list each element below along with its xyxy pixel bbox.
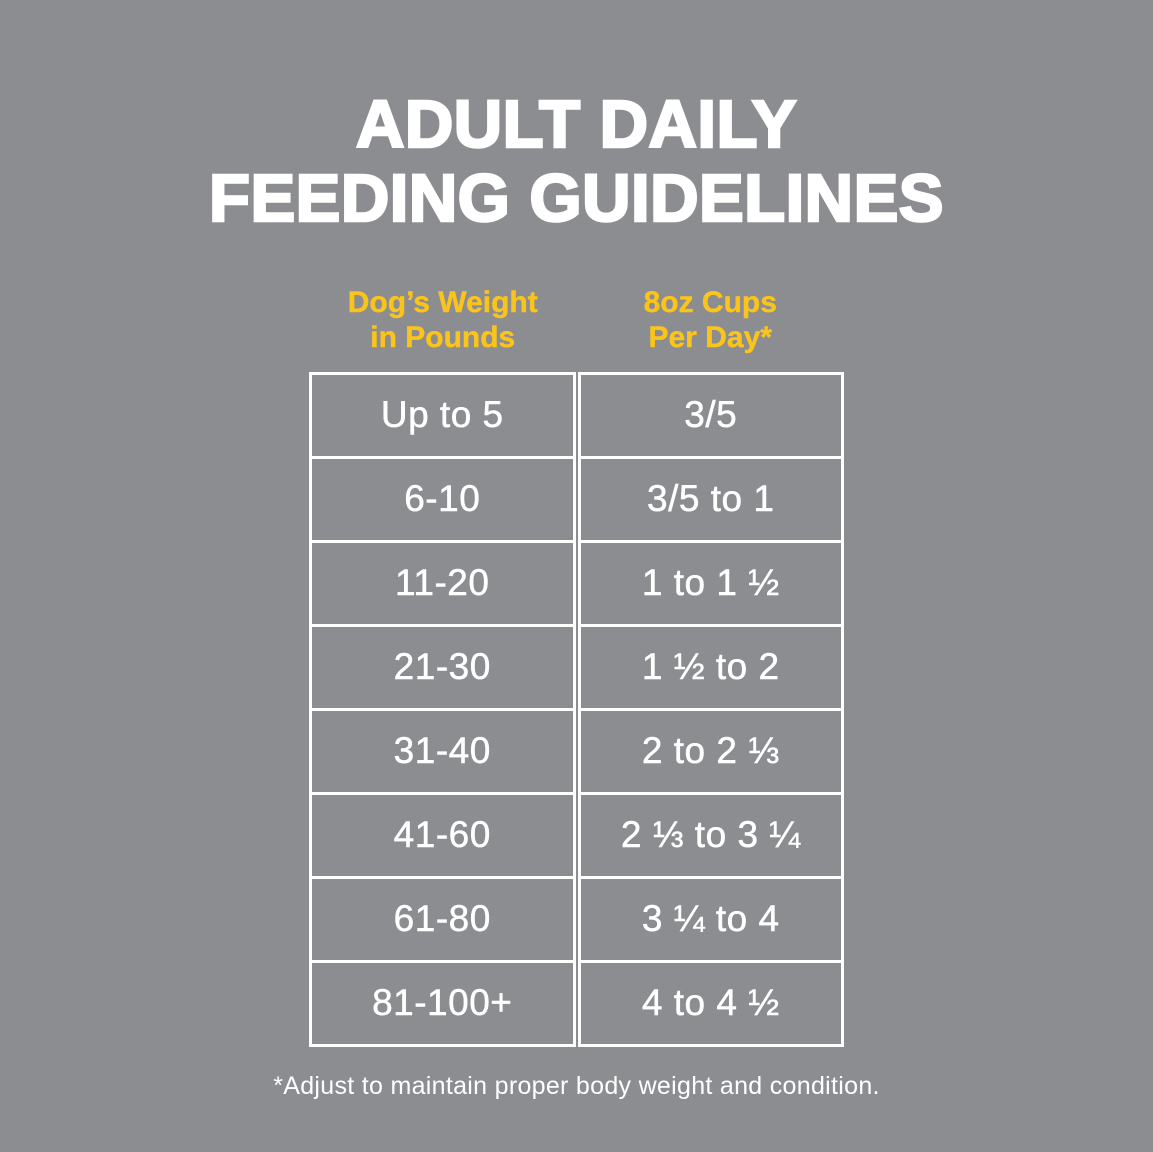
cups-cell: 4 to 4 ½: [641, 982, 780, 1024]
column-header-weight: Dog’s Weight in Pounds: [309, 285, 577, 355]
weight-cell: 81-100+: [372, 982, 513, 1024]
column-header-cups-line1: 8oz Cups: [643, 286, 777, 320]
weight-column: Up to 5 6-10 11-20 21-30 31-40 41-60 61-…: [309, 371, 576, 1047]
cups-cell: 1 ½ to 2: [580, 627, 841, 711]
weight-cell: Up to 5: [312, 375, 573, 459]
cups-cell: 3/5: [580, 375, 841, 459]
weight-cell: 31-40: [312, 711, 573, 795]
cups-cell: 2 to 2 ⅓: [580, 711, 841, 795]
cups-cell: 3/5 to 1: [580, 459, 841, 543]
weight-cell: 41-60: [312, 795, 573, 879]
page-title: ADULT DAILY FEEDING GUIDELINES: [0, 0, 1153, 237]
cups-column: 3/5 3/5 to 1 1 to 1 ½ 1 ½ to 2 2 to 2 ⅓ …: [577, 371, 844, 1047]
feeding-table: Up to 5 6-10 11-20 21-30 31-40 41-60 61-…: [309, 371, 844, 1047]
page-title-line1: ADULT DAILY: [355, 87, 798, 163]
page-title-line2: FEEDING GUIDELINES: [208, 160, 945, 236]
cups-cell: 1 to 1 ½: [580, 543, 841, 627]
column-headers: Dog’s Weight in Pounds 8oz Cups Per Day*: [309, 285, 844, 355]
column-header-cups: 8oz Cups Per Day*: [577, 285, 845, 355]
cups-cell: 3 ¼ to 4: [580, 879, 841, 963]
weight-cell: 6-10: [312, 459, 573, 543]
cups-cell: 2 ⅓ to 3 ¼: [580, 795, 841, 879]
feeding-guidelines-infographic: ADULT DAILY FEEDING GUIDELINES Dog’s Wei…: [0, 0, 1153, 1100]
weight-cell: 61-80: [312, 879, 573, 963]
column-header-weight-line1: Dog’s Weight: [347, 286, 538, 320]
column-header-cups-line2: Per Day*: [648, 321, 772, 355]
footnote: *Adjust to maintain proper body weight a…: [273, 1071, 880, 1100]
weight-cell: 11-20: [312, 543, 573, 627]
weight-cell: 21-30: [312, 627, 573, 711]
column-header-weight-line2: in Pounds: [370, 321, 516, 355]
